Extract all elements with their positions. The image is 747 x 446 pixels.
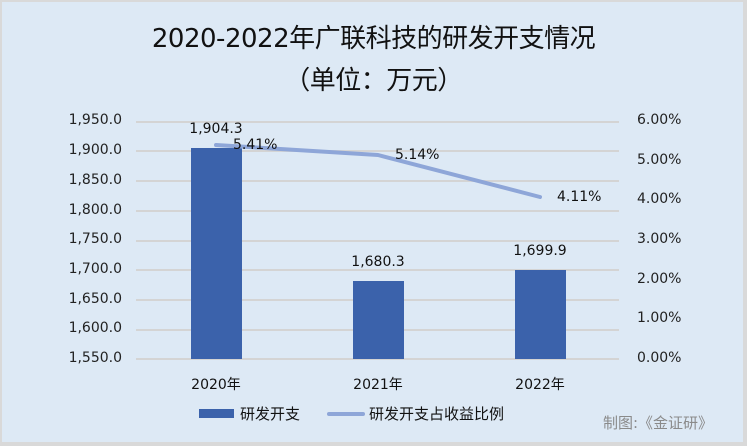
- line-swatch-icon: [327, 411, 365, 416]
- bar-2020: [191, 148, 242, 359]
- legend-item-bar: 研发开支: [199, 403, 300, 424]
- y-left-tick: 1,700.0: [68, 261, 122, 277]
- y-left-tick: 1,950.0: [68, 112, 122, 128]
- x-label: 2022年: [515, 377, 565, 393]
- y-right-tick: 5.00%: [637, 152, 682, 168]
- y-left-tick: 1,600.0: [68, 320, 122, 336]
- x-label: 2021年: [353, 377, 403, 393]
- y-right-tick: 0.00%: [637, 350, 682, 366]
- y-left-tick: 1,650.0: [68, 291, 122, 307]
- y-left-tick: 1,900.0: [68, 142, 122, 158]
- bar-2022: [515, 270, 566, 359]
- y-left-tick: 1,800.0: [68, 202, 122, 218]
- axis-baseline: [136, 358, 619, 360]
- gridline: [136, 269, 619, 271]
- y-left-tick: 1,750.0: [68, 231, 122, 247]
- x-label: 2020年: [191, 377, 241, 393]
- gridline: [136, 240, 619, 242]
- legend-label: 研发开支占收益比例: [369, 405, 505, 423]
- y-right-tick: 4.00%: [637, 191, 682, 207]
- bar-label: 1,680.3: [351, 254, 405, 270]
- legend-item-line: 研发开支占收益比例: [327, 403, 504, 424]
- line-label: 5.14%: [395, 147, 440, 163]
- gridline: [136, 210, 619, 212]
- y-right-tick: 3.00%: [637, 231, 682, 247]
- legend-label: 研发开支: [240, 405, 301, 423]
- gridline: [136, 150, 619, 152]
- y-right-tick: 1.00%: [637, 310, 682, 326]
- chart-area: [2, 2, 743, 442]
- bar-swatch-icon: [199, 409, 234, 418]
- chart-title: 2020-2022年广联科技的研发开支情况: [151, 24, 596, 54]
- credit-text: 制图:《金证研》: [603, 414, 714, 432]
- line-label: 5.41%: [233, 137, 278, 153]
- bar-label: 1,904.3: [189, 121, 243, 137]
- line-label: 4.11%: [557, 189, 602, 205]
- gridline: [136, 121, 619, 123]
- y-right-tick: 2.00%: [637, 271, 682, 287]
- y-left-tick: 1,850.0: [68, 172, 122, 188]
- gridline: [136, 180, 619, 182]
- chart-subtitle: （单位：万元）: [284, 66, 463, 96]
- bar-2021: [353, 281, 404, 359]
- bar-label: 1,699.9: [513, 243, 567, 259]
- y-left-tick: 1,550.0: [68, 350, 122, 366]
- y-right-tick: 6.00%: [637, 112, 682, 128]
